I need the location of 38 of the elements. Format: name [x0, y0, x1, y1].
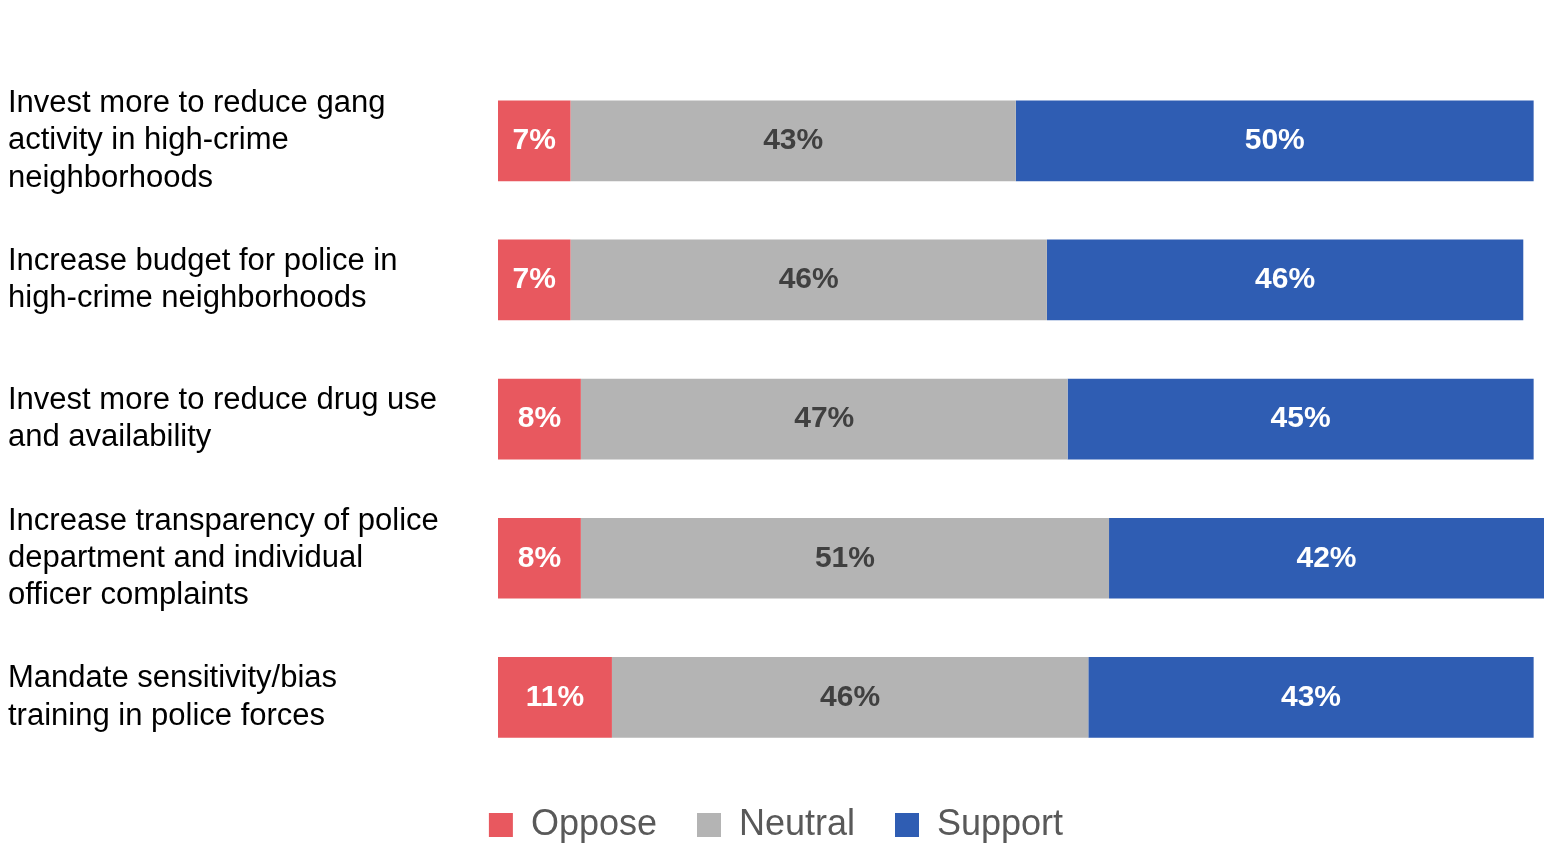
data-label: 43%: [763, 122, 824, 156]
bar: [580, 378, 1068, 460]
bar: [498, 239, 571, 321]
data-label: 43%: [1280, 678, 1341, 712]
bar: [570, 100, 1016, 182]
legend-label: Neutral: [738, 801, 856, 843]
bar: [1109, 517, 1544, 599]
data-label: 45%: [1270, 400, 1331, 434]
data-label: 7%: [512, 261, 556, 295]
bar: [1088, 657, 1534, 738]
data-label: 7%: [512, 122, 556, 156]
data-label: 46%: [820, 678, 881, 712]
legend-label: Support: [937, 801, 1064, 843]
data-label: 51%: [814, 539, 875, 573]
bar: [570, 239, 1047, 321]
y-tick-label: Mandate sensitivity/bias training in police forces: [8, 659, 338, 732]
data-label: 46%: [778, 261, 839, 295]
legend-label: Oppose: [530, 801, 657, 843]
data-label: 42%: [1296, 539, 1357, 573]
data-label: 8%: [517, 400, 562, 434]
y-tick-label: Invest more to reduce gang activity in high-crime neighborhoods: [8, 84, 386, 194]
data-label: 47%: [794, 400, 855, 434]
bar: [1015, 100, 1534, 182]
bar: [1067, 378, 1534, 460]
y-tick-label: Increase transparency of police department and individual officer complaints: [8, 501, 439, 612]
y-tick-label: Increase budget for police in high-crime neighborhoods: [8, 241, 398, 315]
bar: [611, 657, 1089, 738]
bar: [580, 517, 1110, 599]
data-label: 8%: [517, 539, 562, 573]
data-label: 50%: [1244, 122, 1305, 156]
data-label: 11%: [525, 678, 585, 712]
y-tick-label: Invest more to reduce drug use and availability: [8, 381, 438, 454]
bar: [1046, 239, 1524, 321]
bar: [498, 100, 571, 182]
data-label: 46%: [1255, 261, 1316, 295]
bar: [498, 657, 612, 738]
bar: [498, 517, 581, 599]
bar: [498, 378, 581, 460]
